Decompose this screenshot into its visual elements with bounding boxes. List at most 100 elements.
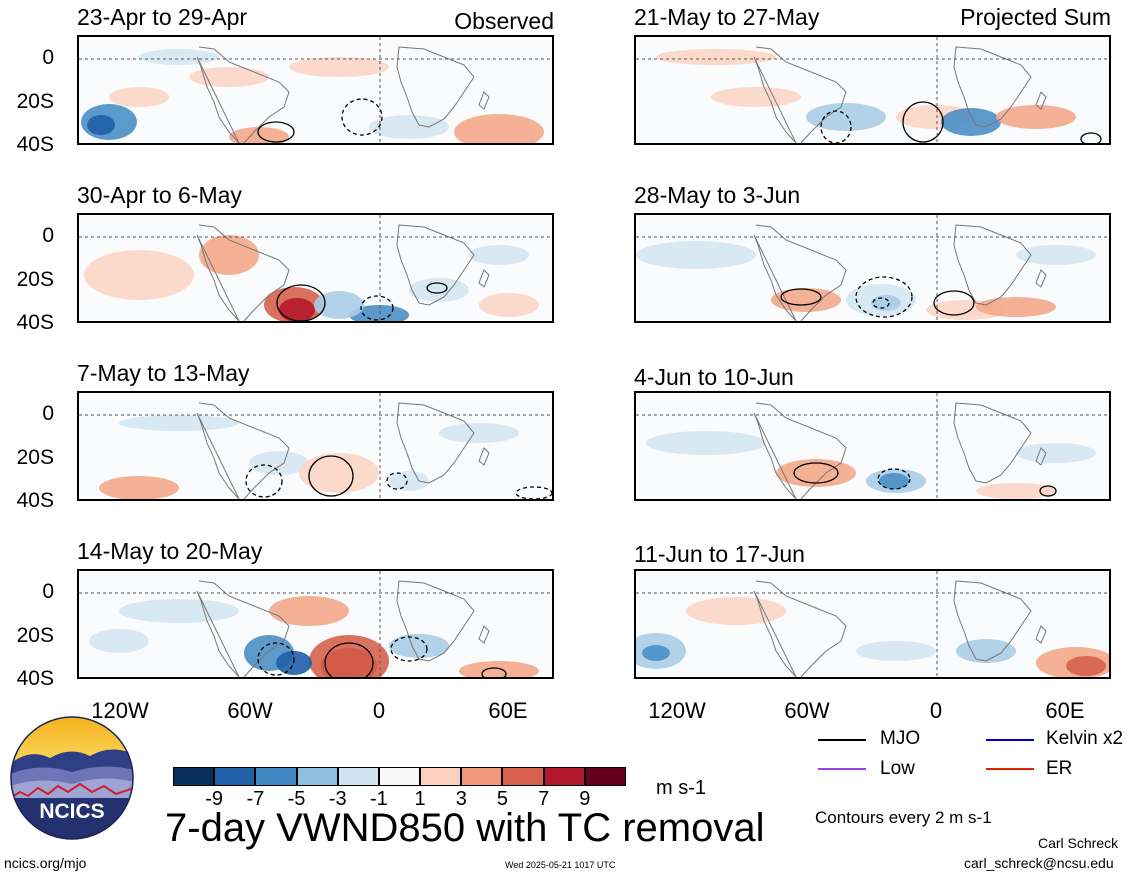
anomaly-shading [199,235,259,275]
map-canvas [79,37,552,143]
map-canvas [636,393,1109,499]
legend-line-kelvin [986,739,1034,741]
colorbar-swatch [214,767,256,786]
anomaly-shading [189,67,269,87]
legend-label-er: ER [1046,758,1073,779]
x-tick-label: 120W [648,698,706,723]
coastline-madagascar [478,269,490,288]
coastline-africa [396,402,475,484]
anomaly-shading [1066,656,1106,676]
coastline-madagascar [478,625,490,644]
mjo-contour-negative [257,642,295,676]
colorbar [173,767,626,786]
map-panel-right-2 [634,213,1111,323]
anomaly-shading [642,645,670,661]
anomaly-shading [439,423,519,443]
map-canvas [79,215,552,321]
coastline-africa [953,46,1032,128]
colorbar-swatch [584,767,626,786]
y-tick-label: 40S [16,133,54,156]
ncics-url[interactable]: ncics.org/mjo [4,855,87,871]
mjo-contour-positive [793,462,839,484]
colorbar-swatch [255,767,297,786]
y-tick-label: 20S [16,624,54,647]
mjo-contour-positive [276,284,326,321]
anomaly-shading [314,291,364,319]
map-canvas [636,571,1109,677]
logo-text: NCICS [39,800,104,823]
panel-title-right-1: 21-May to 27-May [634,4,820,30]
ncics-logo: NCICS [10,716,134,840]
x-tick-label: 0 [929,698,943,723]
panel-title-left-1: 23-Apr to 29-Apr [77,4,248,30]
legend-line-er [986,768,1034,770]
coastline-south-america [753,46,847,143]
anomaly-shading [1016,443,1096,463]
mjo-contour-positive [1080,132,1102,143]
anomaly-shading [269,596,349,626]
colorbar-label: -5 [287,788,306,810]
colorbar-swatch [543,767,585,786]
anomaly-shading [656,49,776,65]
anomaly-shading [806,103,886,131]
mjo-contour-negative [245,464,283,498]
coastline-africa [396,46,475,128]
colorbar-swatch [461,767,503,786]
panel-title-left-4: 14-May to 20-May [77,538,263,564]
coastline-africa [953,402,1032,484]
map-canvas [636,37,1109,143]
mjo-contour-negative [386,472,408,490]
anomaly-shading [856,641,936,661]
mjo-contour-negative [360,295,394,321]
anomaly-shading [84,250,194,300]
anomaly-shading [871,295,901,311]
anomaly-shading [976,483,1056,499]
mjo-contour-positive [426,282,448,294]
colorbar-label: -1 [370,788,388,810]
contour-note: Contours every 2 m s-1 [815,808,992,827]
colorbar-label: -7 [246,788,265,810]
anomaly-shading [956,639,1016,663]
colorbar-swatch [337,767,379,786]
anomaly-shading [119,599,239,623]
coastline-madagascar [478,447,490,466]
anomaly-shading [119,415,239,431]
x-tick-label: 120W [91,698,149,723]
coastline-africa [396,580,475,662]
map-canvas [79,393,552,499]
map-panel-left-3 [77,391,554,501]
anomaly-shading [349,305,409,321]
anomaly-shading [686,597,786,625]
panel-title-right-4: 11-Jun to 17-Jun [634,541,805,567]
colorbar-swatch [502,767,544,786]
anomaly-shading [941,108,1001,136]
anomaly-shading [636,241,756,269]
coastline-south-america [753,224,847,321]
projected-sum-label: Projected Sum [960,4,1111,30]
mjo-contour-negative [390,636,428,662]
colorbar-label: 3 [455,788,467,810]
anomaly-shading [479,293,539,317]
mjo-contour-positive [308,455,354,497]
anomaly-shading [389,471,429,491]
map-panel-left-4 [77,569,554,679]
colorbar-label: 9 [579,788,591,810]
y-tick-label: 40S [16,667,54,690]
colorbar-swatch [296,767,338,786]
legend-line-low [818,768,866,770]
y-tick-label: 40S [16,311,54,334]
legend-label-mjo: MJO [880,728,921,749]
coastline-south-america [196,580,290,677]
anomaly-shading [711,87,801,107]
author-name: Carl Schreck [1038,835,1119,851]
x-tick-label: 60E [1045,698,1085,723]
legend-label-kelvin: Kelvin x2 [1046,728,1124,749]
coastline-south-america [196,224,290,321]
y-tick-label: 20S [16,446,54,469]
author-email[interactable]: carl_schreck@ncsu.edu [964,855,1114,871]
colorbar-label: 5 [496,788,509,810]
x-tick-label: 60E [488,698,528,723]
anomaly-shading [369,115,449,139]
mjo-contour-positive [933,290,975,316]
mjo-contour-negative [515,486,552,499]
